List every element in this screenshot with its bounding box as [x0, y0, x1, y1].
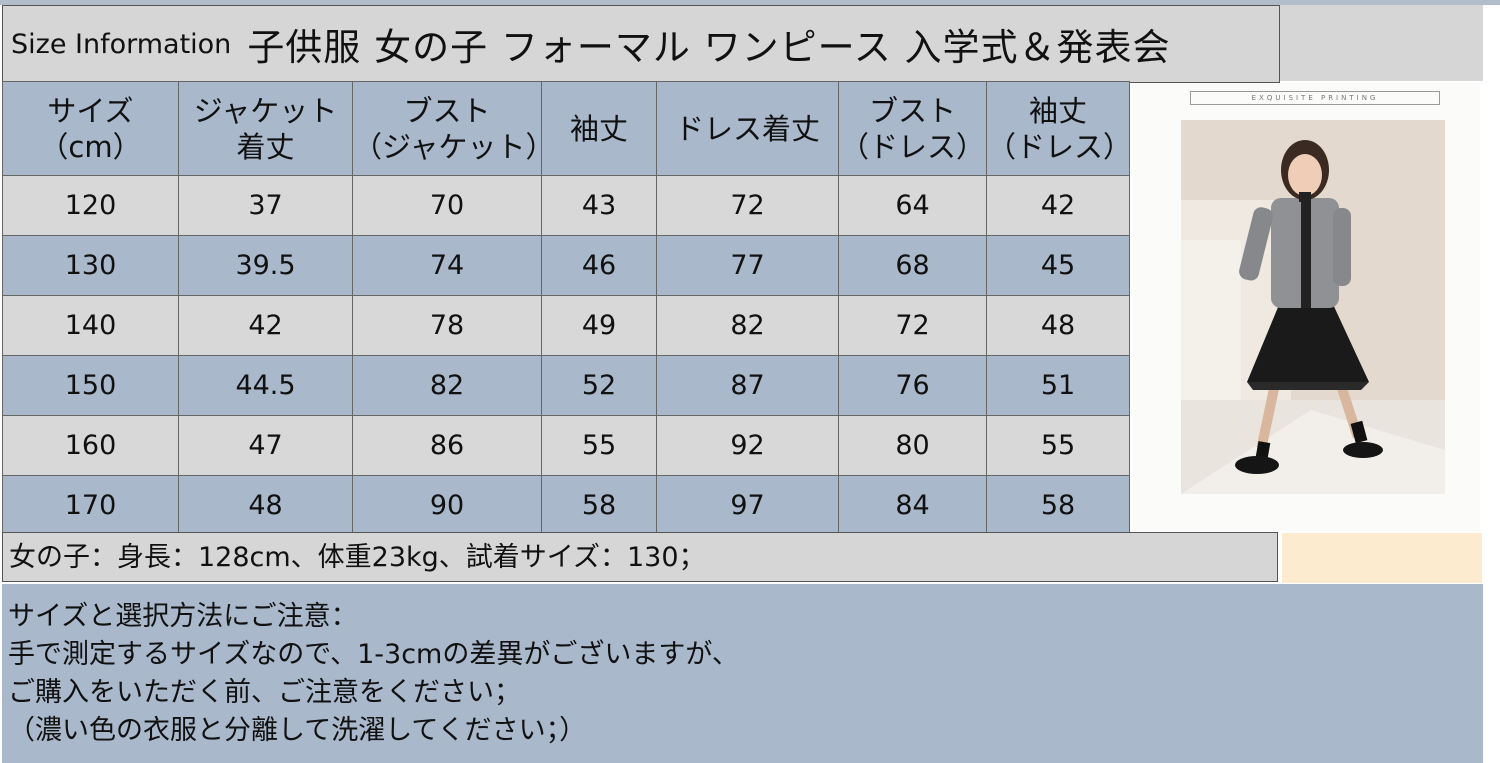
cell-bust-dress: 72	[838, 295, 987, 356]
note-line: ご購入をいただく前、ご注意をください；	[8, 677, 521, 708]
cell-bust-jacket: 90	[352, 475, 542, 536]
fit-side-panel	[1282, 533, 1482, 583]
size-table: サイズ （cm） ジャケット 着丈 ブスト （ジャケット） 袖丈 ドレス着丈 ブスト（…	[2, 81, 1130, 536]
cell-jacket-length: 47	[178, 415, 353, 476]
header-jacket-length: ジャケット 着丈	[178, 81, 353, 176]
cell-size: 160	[2, 415, 179, 476]
cell-sleeve-dress: 51	[986, 355, 1130, 416]
cell-size: 170	[2, 475, 179, 536]
cell-size: 140	[2, 295, 179, 356]
cell-jacket-length: 44.5	[178, 355, 353, 416]
header-size: サイズ （cm）	[2, 81, 179, 176]
product-photo: EXQUISITE PRINTING	[1133, 83, 1480, 531]
cell-size: 120	[2, 175, 179, 236]
model-photo-illustration	[1181, 120, 1445, 494]
cell-jacket-length: 42	[178, 295, 353, 356]
cell-sleeve-dress: 58	[986, 475, 1130, 536]
table-row: 170 48 90 58 97 84 58	[2, 475, 1130, 536]
table-row: 130 39.5 74 46 77 68 45	[2, 235, 1130, 296]
table-row: 160 47 86 55 92 80 55	[2, 415, 1130, 476]
cell-size: 150	[2, 355, 179, 416]
cell-sleeve: 58	[541, 475, 657, 536]
cell-sleeve: 52	[541, 355, 657, 416]
note-line: 手で測定するサイズなので、1-3cmの差異がございますが、	[8, 639, 739, 670]
cell-bust-dress: 64	[838, 175, 987, 236]
header-sleeve: 袖丈	[541, 81, 657, 176]
cell-jacket-length: 39.5	[178, 235, 353, 296]
cell-dress-length: 72	[656, 175, 839, 236]
cell-bust-dress: 80	[838, 415, 987, 476]
title-english: Size Information	[11, 28, 232, 60]
table-header-row: サイズ （cm） ジャケット 着丈 ブスト （ジャケット） 袖丈 ドレス着丈 ブスト（…	[2, 81, 1130, 176]
cell-sleeve: 43	[541, 175, 657, 236]
title-side-gap	[1483, 5, 1500, 81]
cell-bust-jacket: 78	[352, 295, 542, 356]
cell-sleeve-dress: 48	[986, 295, 1130, 356]
header-bust-jacket: ブスト （ジャケット）	[352, 81, 542, 176]
note-line: サイズと選択方法にご注意：	[8, 601, 358, 632]
cell-sleeve-dress: 45	[986, 235, 1130, 296]
cell-jacket-length: 37	[178, 175, 353, 236]
top-band	[0, 0, 1500, 5]
table-row: 140 42 78 49 82 72 48	[2, 295, 1130, 356]
title-side-panel	[1280, 5, 1483, 81]
cell-sleeve-dress: 42	[986, 175, 1130, 236]
cell-bust-jacket: 86	[352, 415, 542, 476]
table-row: 120 37 70 43 72 64 42	[2, 175, 1130, 236]
cell-sleeve: 49	[541, 295, 657, 356]
cell-dress-length: 87	[656, 355, 839, 416]
header-dress-length: ドレス着丈	[656, 81, 839, 176]
model-fit-note: 女の子：身長：128cm、体重23kg、試着サイズ：130；	[2, 532, 1278, 582]
notes-section: サイズと選択方法にご注意： 手で測定するサイズなので、1-3cmの差異がございま…	[2, 584, 1483, 763]
header-sleeve-dress: 袖丈 （ドレス）	[986, 81, 1130, 176]
header-bust-dress: ブスト （ドレス）	[838, 81, 987, 176]
cell-size: 130	[2, 235, 179, 296]
cell-dress-length: 82	[656, 295, 839, 356]
cell-dress-length: 97	[656, 475, 839, 536]
title-bar: Size Information 子供服 女の子 フォーマル ワンピース 入学式…	[2, 5, 1280, 83]
cell-dress-length: 92	[656, 415, 839, 476]
photo-banner: EXQUISITE PRINTING	[1190, 91, 1440, 105]
cell-dress-length: 77	[656, 235, 839, 296]
cell-bust-jacket: 74	[352, 235, 542, 296]
cell-bust-dress: 84	[838, 475, 987, 536]
note-line: （濃い色の衣服と分離して洗濯してください；）	[8, 715, 587, 746]
cell-bust-jacket: 70	[352, 175, 542, 236]
title-japanese: 子供服 女の子 フォーマル ワンピース 入学式＆発表会	[247, 26, 1171, 69]
cell-bust-jacket: 82	[352, 355, 542, 416]
cell-bust-dress: 76	[838, 355, 987, 416]
cell-jacket-length: 48	[178, 475, 353, 536]
cell-bust-dress: 68	[838, 235, 987, 296]
cell-sleeve: 46	[541, 235, 657, 296]
cell-sleeve: 55	[541, 415, 657, 476]
cell-sleeve-dress: 55	[986, 415, 1130, 476]
table-row: 150 44.5 82 52 87 76 51	[2, 355, 1130, 416]
